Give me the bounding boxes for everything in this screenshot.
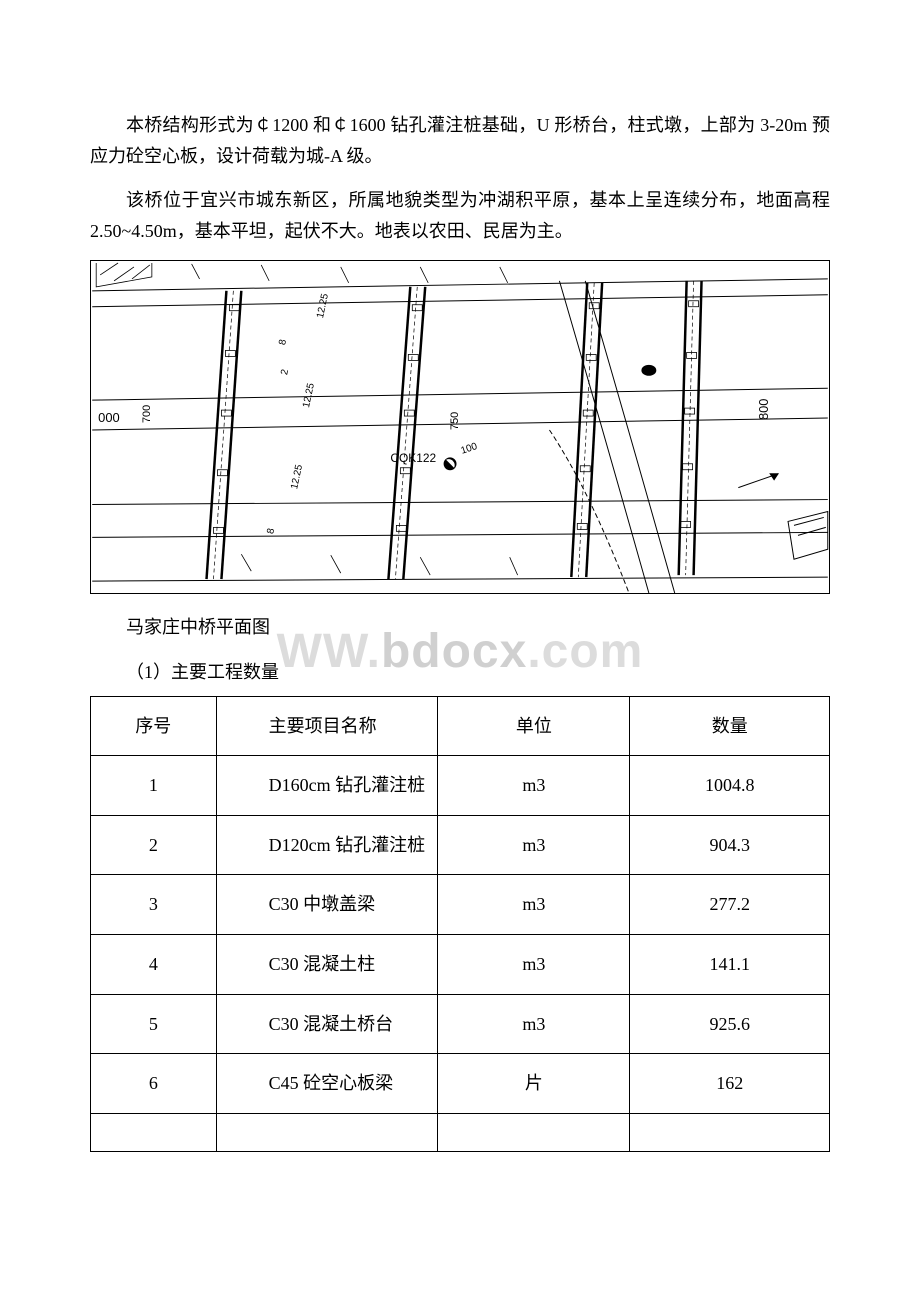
cell-unit: m3 <box>438 815 630 875</box>
label-750: 750 <box>449 412 461 430</box>
label-700: 700 <box>141 405 153 423</box>
section-heading: （1）主要工程数量 <box>90 657 830 688</box>
th-name: 主要项目名称 <box>216 696 438 756</box>
cell-seq: 5 <box>91 994 217 1054</box>
cell-seq: 6 <box>91 1054 217 1114</box>
label-angle: 100 <box>460 441 480 457</box>
label-800: 800 <box>756 399 771 421</box>
cell-qty: 162 <box>630 1054 830 1114</box>
label-dim1: 12.25 <box>315 293 331 320</box>
paragraph-1: 本桥结构形式为￠1200 和￠1600 钻孔灌注桩基础，U 形桥台，柱式墩，上部… <box>90 110 830 171</box>
label-dim3: 12.25 <box>289 464 305 491</box>
cell-name: C30 中墩盖梁 <box>216 875 438 935</box>
table-row: 2 D120cm 钻孔灌注桩 m3 904.3 <box>91 815 830 875</box>
label-dim2: 12.25 <box>301 382 317 409</box>
cell-seq: 4 <box>91 934 217 994</box>
table-row: 6 C45 砼空心板梁 片 162 <box>91 1054 830 1114</box>
cell-qty: 277.2 <box>630 875 830 935</box>
cell-seq: 1 <box>91 756 217 816</box>
cell-empty <box>216 1113 438 1151</box>
table-row-empty <box>91 1113 830 1151</box>
cell-name: C30 混凝土桥台 <box>216 994 438 1054</box>
label-dim4: 8 <box>277 338 289 346</box>
table-row: 4 C30 混凝土柱 m3 141.1 <box>91 934 830 994</box>
cell-seq: 3 <box>91 875 217 935</box>
cell-seq: 2 <box>91 815 217 875</box>
cell-unit: m3 <box>438 934 630 994</box>
quantities-table: 序号 主要项目名称 单位 数量 1 D160cm 钻孔灌注桩 m3 1004.8… <box>90 696 830 1152</box>
cell-name: C45 砼空心板梁 <box>216 1054 438 1114</box>
cell-name: D160cm 钻孔灌注桩 <box>216 756 438 816</box>
cell-empty <box>91 1113 217 1151</box>
cell-qty: 904.3 <box>630 815 830 875</box>
cell-empty <box>630 1113 830 1151</box>
label-dim5: 8 <box>265 527 277 535</box>
cell-unit: m3 <box>438 875 630 935</box>
cell-empty <box>438 1113 630 1151</box>
th-unit: 单位 <box>438 696 630 756</box>
label-dim6: 2 <box>279 368 291 376</box>
cell-qty: 141.1 <box>630 934 830 994</box>
table-row: 1 D160cm 钻孔灌注桩 m3 1004.8 <box>91 756 830 816</box>
label-cqk: CQK122 <box>390 451 436 465</box>
bridge-plan-diagram: 000 700 750 800 CQK122 100 12.25 12.25 1… <box>90 260 830 594</box>
th-seq: 序号 <box>91 696 217 756</box>
paragraph-2: 该桥位于宜兴市城东新区，所属地貌类型为冲湖积平原，基本上呈连续分布，地面高程 2… <box>90 185 830 246</box>
cell-unit: m3 <box>438 994 630 1054</box>
cell-qty: 1004.8 <box>630 756 830 816</box>
label-000: 000 <box>98 410 120 425</box>
cell-unit: 片 <box>438 1054 630 1114</box>
th-qty: 数量 <box>630 696 830 756</box>
table-row: 5 C30 混凝土桥台 m3 925.6 <box>91 994 830 1054</box>
cell-unit: m3 <box>438 756 630 816</box>
cell-name: D120cm 钻孔灌注桩 <box>216 815 438 875</box>
figure-caption: 马家庄中桥平面图 <box>90 612 830 643</box>
plan-svg: 000 700 750 800 CQK122 100 12.25 12.25 1… <box>91 261 829 593</box>
table-row: 3 C30 中墩盖梁 m3 277.2 <box>91 875 830 935</box>
cell-qty: 925.6 <box>630 994 830 1054</box>
cell-name: C30 混凝土柱 <box>216 934 438 994</box>
table-header-row: 序号 主要项目名称 单位 数量 <box>91 696 830 756</box>
